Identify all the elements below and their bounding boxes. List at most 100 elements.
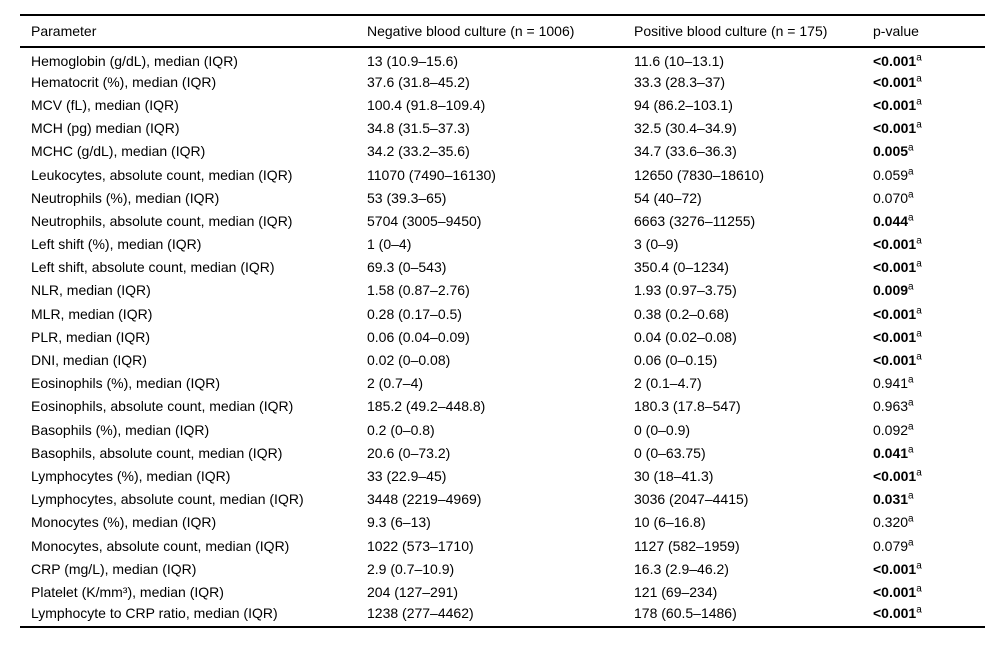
table-row: Monocytes, absolute count, median (IQR) 1… [20,534,985,557]
pvalue-text: 0.031 [873,491,909,508]
negative-culture-value-cell: 33 (22.9–45) [367,467,447,484]
table-row: Neutrophils, absolute count, median (IQR… [20,209,985,232]
table-body: Hemoglobin (g/dL), median (IQR) 13 (10.9–… [20,47,985,627]
column-header-negative-culture: Negative blood culture (n = 1006) [367,23,575,39]
pvalue-text: <0.001 [873,328,917,345]
table-row: Platelet (K/mm³), median (IQR) 204 (127–2… [20,580,985,603]
table-row: Eosinophils (%), median (IQR) 2 (0.7–4) 2 … [20,372,985,395]
parameter-cell: Lymphocytes, absolute count, median (IQR… [31,491,304,508]
positive-culture-value-cell: 3 (0–9) [634,236,679,253]
pvalue-cell: 0.941a [873,372,985,395]
pvalue-footnote-marker: a [916,73,922,85]
table-row: Monocytes (%), median (IQR) 9.3 (6–13) 10 … [20,511,985,534]
table-row: DNI, median (IQR) 0.02 (0–0.08) 0.06 (0–0.… [20,348,985,371]
pvalue-text: 0.059 [873,166,909,183]
parameter-cell: MCV (fL), median (IQR) [31,96,179,113]
positive-culture-value-cell: 178 (60.5–1486) [634,604,737,621]
pvalue-text: <0.001 [873,352,917,369]
positive-culture-value-cell: 1127 (582–1959) [634,537,740,554]
pvalue-footnote-marker: a [916,467,922,479]
pvalue-cell: <0.001a [873,93,985,116]
pvalue-footnote-marker: a [916,603,922,615]
table-row: MCV (fL), median (IQR) 100.4 (91.8–109.4)… [20,93,985,116]
pvalue-text: <0.001 [873,120,917,137]
pvalue-cell: <0.001a [873,233,985,256]
pvalue-cell: <0.001a [873,604,985,627]
column-header-positive-culture: Positive blood culture (n = 175) [634,23,828,39]
parameter-cell: Hemoglobin (g/dL), median (IQR) [31,52,238,69]
parameter-cell: NLR, median (IQR) [31,282,151,299]
positive-culture-value-cell: 3036 (2047–4415) [634,491,749,508]
blood-culture-comparison-table: Parameter Negative blood culture (n = 10… [20,14,985,628]
negative-culture-value-cell: 1 (0–4) [367,236,412,253]
positive-culture-value-cell: 350.4 (0–1234) [634,259,729,276]
pvalue-text: 0.041 [873,444,909,461]
column-header-pvalue: p-value [873,23,919,39]
pvalue-text: <0.001 [873,467,917,484]
pvalue-footnote-marker: a [908,165,914,177]
positive-culture-value-cell: 1.93 (0.97–3.75) [634,282,737,299]
pvalue-cell: <0.001a [873,464,985,487]
table-row: Basophils, absolute count, median (IQR) 2… [20,441,985,464]
pvalue-text: <0.001 [873,236,917,253]
pvalue-footnote-marker: a [916,351,922,363]
pvalue-cell: <0.001a [873,47,985,70]
pvalue-footnote-marker: a [908,374,914,386]
pvalue-cell: 0.044a [873,209,985,232]
pvalue-text: 0.070 [873,189,909,206]
pvalue-cell: <0.001a [873,580,985,603]
pvalue-footnote-marker: a [916,560,922,572]
negative-culture-value-cell: 1.58 (0.87–2.76) [367,282,470,299]
table-row: MCH (pg) median (IQR) 34.8 (31.5–37.3) 32.… [20,117,985,140]
negative-culture-value-cell: 34.2 (33.2–35.6) [367,143,470,160]
pvalue-footnote-marker: a [908,513,914,525]
pvalue-footnote-marker: a [916,51,922,63]
parameter-cell: Monocytes, absolute count, median (IQR) [31,537,290,554]
negative-culture-value-cell: 0.02 (0–0.08) [367,352,451,369]
parameter-cell: Left shift, absolute count, median (IQR) [31,259,275,276]
pvalue-footnote-marker: a [908,189,914,201]
pvalue-footnote-marker: a [916,328,922,340]
parameter-cell: Platelet (K/mm³), median (IQR) [31,583,224,600]
negative-culture-value-cell: 37.6 (31.8–45.2) [367,73,470,90]
negative-culture-value-cell: 34.8 (31.5–37.3) [367,120,470,137]
positive-culture-value-cell: 0.06 (0–0.15) [634,352,718,369]
pvalue-cell: <0.001a [873,302,985,325]
parameter-cell: Leukocytes, absolute count, median (IQR) [31,166,293,183]
pvalue-cell: <0.001a [873,117,985,140]
negative-culture-value-cell: 204 (127–291) [367,583,459,600]
parameter-cell: Lymphocyte to CRP ratio, median (IQR) [31,604,278,621]
negative-culture-value-cell: 0.2 (0–0.8) [367,421,435,438]
negative-culture-value-cell: 11070 (7490–16130) [367,166,496,183]
pvalue-footnote-marker: a [916,583,922,595]
parameter-cell: MCH (pg) median (IQR) [31,120,180,137]
pvalue-text: 0.320 [873,514,909,531]
positive-culture-value-cell: 180.3 (17.8–547) [634,398,741,415]
pvalue-footnote-marker: a [916,96,922,108]
pvalue-text: 0.079 [873,537,909,554]
pvalue-text: <0.001 [873,560,917,577]
positive-culture-value-cell: 34.7 (33.6–36.3) [634,143,737,160]
positive-culture-value-cell: 11.6 (10–13.1) [634,52,725,69]
parameter-cell: Lymphocytes (%), median (IQR) [31,467,231,484]
pvalue-text: 0.092 [873,421,909,438]
table-header-row: Parameter Negative blood culture (n = 10… [20,15,985,47]
parameter-cell: Eosinophils (%), median (IQR) [31,375,221,392]
table-row: NLR, median (IQR) 1.58 (0.87–2.76) 1.93 (0… [20,279,985,302]
positive-culture-value-cell: 33.3 (28.3–37) [634,73,726,90]
negative-culture-value-cell: 5704 (3005–9450) [367,212,482,229]
pvalue-footnote-marker: a [908,536,914,548]
negative-culture-value-cell: 13 (10.9–15.6) [367,52,459,69]
pvalue-cell: 0.009a [873,279,985,302]
table-row: Basophils (%), median (IQR) 0.2 (0–0.8) 0 … [20,418,985,441]
pvalue-footnote-marker: a [908,420,914,432]
table-row: Neutrophils (%), median (IQR) 53 (39.3–65… [20,186,985,209]
negative-culture-value-cell: 3448 (2219–4969) [367,491,482,508]
positive-culture-value-cell: 30 (18–41.3) [634,467,714,484]
pvalue-cell: 0.320a [873,511,985,534]
table-row: Left shift, absolute count, median (IQR)… [20,256,985,279]
pvalue-text: <0.001 [873,96,917,113]
table-row: Hematocrit (%), median (IQR) 37.6 (31.8–4… [20,70,985,93]
pvalue-footnote-marker: a [916,258,922,270]
parameter-cell: MCHC (g/dL), median (IQR) [31,143,206,160]
